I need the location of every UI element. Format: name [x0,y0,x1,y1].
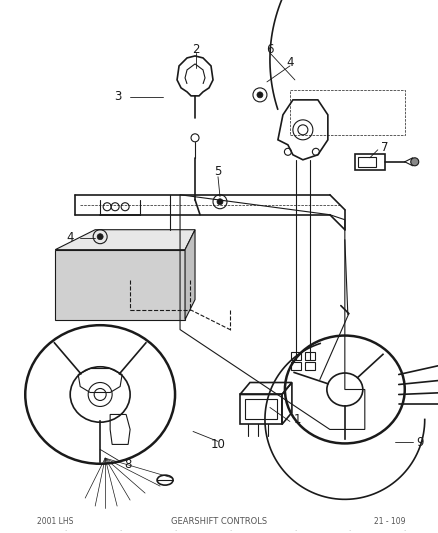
Text: 4: 4 [66,231,74,244]
Text: .: . [293,526,295,532]
Polygon shape [185,230,194,320]
Text: .: . [403,526,405,532]
Text: 2: 2 [192,43,199,56]
Text: 21 - 109: 21 - 109 [373,517,405,526]
Text: 2001 LHS: 2001 LHS [37,517,73,526]
Text: 3: 3 [114,91,121,103]
Circle shape [216,199,223,205]
Text: 8: 8 [124,458,131,471]
Text: 10: 10 [210,438,225,451]
Polygon shape [55,249,185,320]
Text: .: . [348,526,350,532]
Text: 6: 6 [265,43,273,56]
Text: .: . [228,526,230,532]
Text: GEARSHIFT CONTROLS: GEARSHIFT CONTROLS [170,517,266,526]
Bar [304,361,314,369]
Text: .: . [119,526,121,532]
Text: 9: 9 [415,436,423,449]
Bar [357,157,375,167]
Circle shape [97,233,103,240]
Bar [290,352,300,360]
Bar [240,394,281,424]
Bar [354,154,384,170]
Text: 1: 1 [293,413,301,426]
Text: 5: 5 [214,165,221,178]
Circle shape [410,158,418,166]
Circle shape [256,92,262,98]
Bar [290,361,300,369]
Polygon shape [55,230,194,249]
Text: .: . [64,526,66,532]
Text: 4: 4 [286,56,293,69]
Bar [289,90,404,135]
Bar [304,352,314,360]
Text: .: . [173,526,176,532]
Bar [244,399,276,419]
Text: 7: 7 [380,141,388,155]
